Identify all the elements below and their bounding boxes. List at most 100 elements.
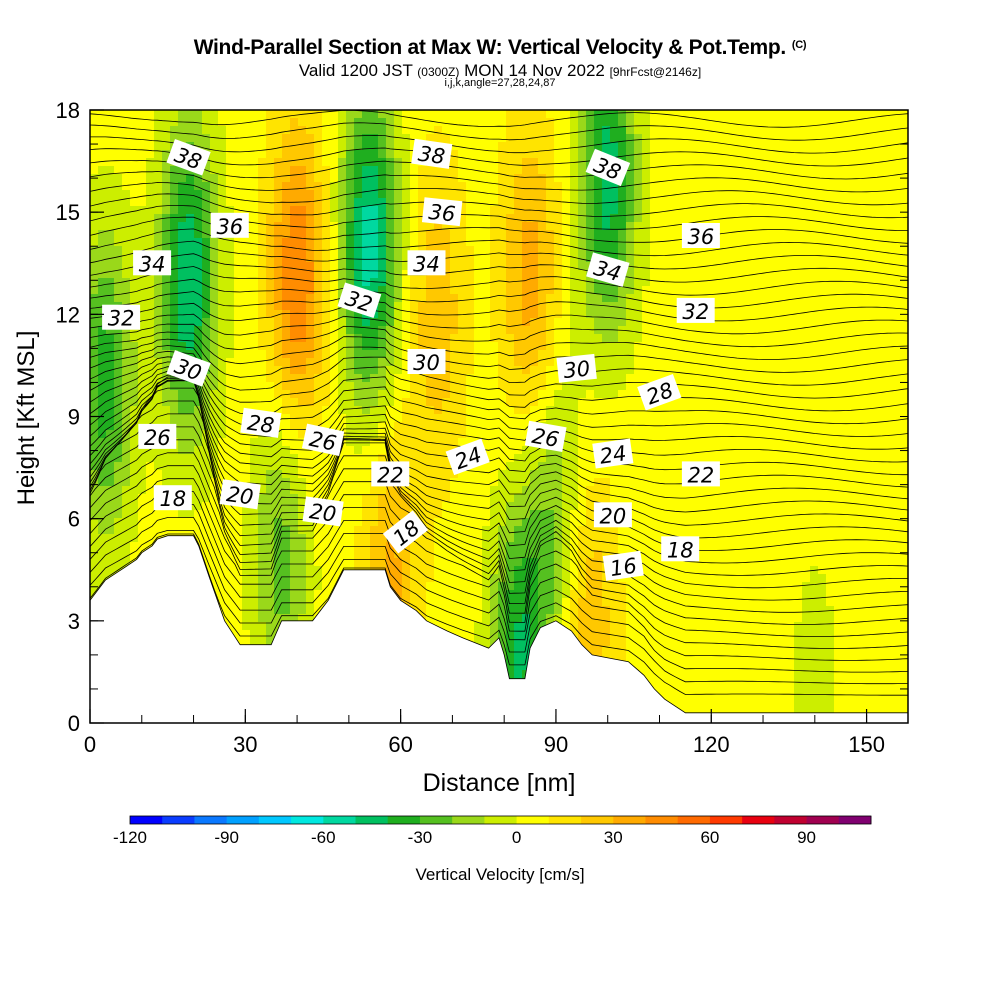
velocity-cell xyxy=(266,198,275,207)
velocity-cell xyxy=(170,382,179,391)
velocity-cell xyxy=(890,406,899,415)
velocity-cell xyxy=(666,294,675,303)
velocity-cell xyxy=(610,374,619,383)
velocity-cell xyxy=(906,230,908,239)
velocity-cell xyxy=(410,174,419,183)
velocity-cell xyxy=(562,158,571,167)
velocity-cell xyxy=(322,382,331,391)
velocity-cell xyxy=(258,206,267,215)
velocity-cell xyxy=(594,134,603,143)
velocity-cell xyxy=(202,222,211,231)
velocity-cell xyxy=(634,382,643,391)
velocity-cell xyxy=(698,454,707,463)
velocity-cell xyxy=(418,318,427,327)
velocity-cell xyxy=(626,182,635,191)
velocity-cell xyxy=(586,190,595,199)
velocity-cell xyxy=(818,438,827,447)
velocity-cell xyxy=(802,246,811,255)
velocity-cell xyxy=(266,446,275,455)
velocity-cell xyxy=(450,334,459,343)
velocity-cell xyxy=(882,382,891,391)
velocity-cell xyxy=(570,454,579,463)
velocity-cell xyxy=(722,342,731,351)
velocity-cell xyxy=(906,374,908,383)
velocity-cell xyxy=(458,150,467,159)
velocity-cell xyxy=(642,230,651,239)
velocity-cell xyxy=(394,318,403,327)
chart-subtitle: Valid 1200 JST (0300Z) MON 14 Nov 2022 [… xyxy=(0,61,1000,81)
velocity-cell xyxy=(266,254,275,263)
velocity-cell xyxy=(234,142,243,151)
velocity-cell xyxy=(634,254,643,263)
velocity-cell xyxy=(874,310,883,319)
velocity-cell xyxy=(578,286,587,295)
velocity-cell xyxy=(762,390,771,399)
velocity-cell xyxy=(754,294,763,303)
velocity-cell xyxy=(530,302,539,311)
velocity-cell xyxy=(858,230,867,239)
velocity-cell xyxy=(338,326,347,335)
velocity-cell xyxy=(266,358,275,367)
velocity-cell xyxy=(378,142,387,151)
velocity-cell xyxy=(218,270,227,279)
velocity-cell xyxy=(858,454,867,463)
velocity-cell xyxy=(322,454,331,463)
velocity-cell xyxy=(842,190,851,199)
velocity-cell xyxy=(210,462,219,471)
velocity-cell xyxy=(458,142,467,151)
velocity-cell xyxy=(690,118,699,127)
velocity-cell xyxy=(394,110,403,119)
velocity-cell xyxy=(514,270,523,279)
velocity-cell xyxy=(394,206,403,215)
velocity-cell xyxy=(218,342,227,351)
velocity-cell xyxy=(418,454,427,463)
velocity-cell xyxy=(538,454,547,463)
velocity-cell xyxy=(330,182,339,191)
velocity-cell xyxy=(538,478,547,487)
velocity-cell xyxy=(698,374,707,383)
velocity-cell xyxy=(362,222,371,231)
velocity-cell xyxy=(810,238,819,247)
velocity-cell xyxy=(354,366,363,375)
velocity-cell xyxy=(186,214,195,223)
velocity-cell xyxy=(746,318,755,327)
velocity-cell xyxy=(866,206,875,215)
velocity-cell xyxy=(434,478,443,487)
velocity-cell xyxy=(874,278,883,287)
velocity-cell xyxy=(618,142,627,151)
velocity-cell xyxy=(682,422,691,431)
velocity-cell xyxy=(770,230,779,239)
velocity-cell xyxy=(266,158,275,167)
velocity-cell xyxy=(378,406,387,415)
velocity-cell xyxy=(578,398,587,407)
velocity-cell xyxy=(554,134,563,143)
velocity-cell xyxy=(482,158,491,167)
velocity-cell xyxy=(250,342,259,351)
velocity-cell xyxy=(426,222,435,231)
velocity-cell xyxy=(234,118,243,127)
velocity-cell xyxy=(202,302,211,311)
velocity-cell xyxy=(202,494,211,503)
velocity-cell xyxy=(418,334,427,343)
velocity-cell xyxy=(674,262,683,271)
velocity-cell xyxy=(842,262,851,271)
velocity-cell xyxy=(346,494,355,503)
velocity-cell xyxy=(530,270,539,279)
velocity-cell xyxy=(618,206,627,215)
velocity-cell xyxy=(746,182,755,191)
velocity-cell xyxy=(418,230,427,239)
velocity-cell xyxy=(314,270,323,279)
velocity-cell xyxy=(690,326,699,335)
velocity-cell xyxy=(522,486,531,495)
velocity-cell xyxy=(842,166,851,175)
velocity-cell xyxy=(874,382,883,391)
velocity-cell xyxy=(746,110,755,119)
velocity-cell xyxy=(258,174,267,183)
velocity-cell xyxy=(658,150,667,159)
velocity-cell xyxy=(154,126,163,135)
velocity-cell xyxy=(442,182,451,191)
velocity-cell xyxy=(738,334,747,343)
velocity-cell xyxy=(498,398,507,407)
velocity-cell xyxy=(578,310,587,319)
velocity-cell xyxy=(306,342,315,351)
